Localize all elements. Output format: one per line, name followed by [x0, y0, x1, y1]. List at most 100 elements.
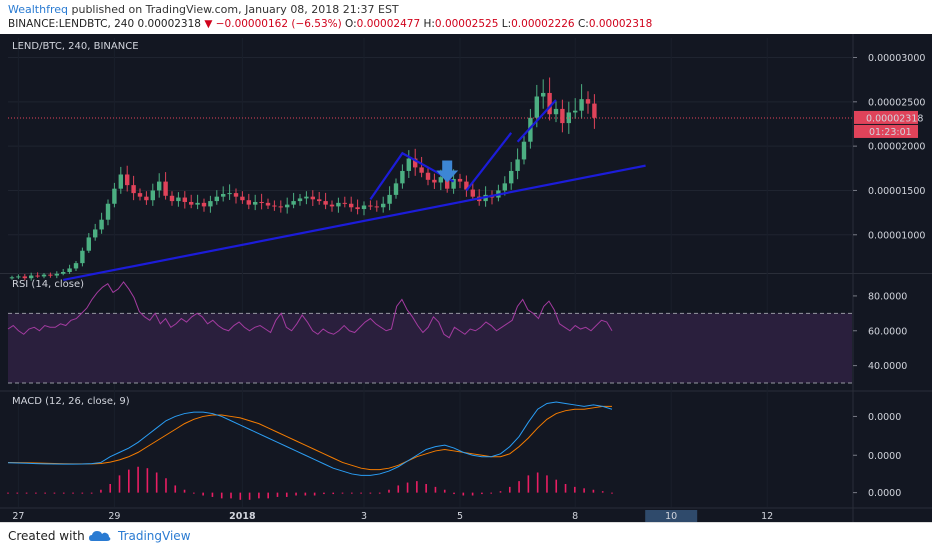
x-tick-label: 8	[572, 511, 578, 522]
macd-histogram-bar	[100, 489, 102, 493]
candle-body	[368, 205, 373, 207]
macd-histogram-bar	[378, 492, 381, 494]
candle-body	[400, 170, 405, 184]
candle-body	[534, 96, 539, 118]
candle-body	[214, 196, 219, 202]
candle-body	[413, 158, 418, 168]
x-tick-label: 10	[665, 511, 677, 522]
candle-body	[80, 250, 85, 264]
last-price-badge	[854, 110, 918, 124]
candle-body	[182, 197, 187, 202]
candle-body	[86, 237, 91, 251]
candle-body	[29, 275, 34, 279]
macd-histogram-bar	[574, 486, 576, 493]
macd-histogram-bar	[434, 486, 437, 493]
candle-body	[137, 193, 143, 197]
rsi-pane-title: RSI (14, close)	[12, 279, 84, 290]
candle-body	[566, 112, 571, 124]
macd-histogram-bar	[518, 481, 520, 493]
candle-body	[93, 229, 98, 238]
candle-body	[509, 170, 514, 184]
candle-body	[272, 205, 277, 207]
macd-histogram-bar	[536, 472, 539, 493]
chart-area[interactable]: 0.00003000 0.00002500 0.00002000 0.00001500…	[0, 34, 932, 522]
candle-body	[406, 158, 411, 171]
macd-histogram-bar	[388, 489, 390, 493]
candle-body	[291, 201, 296, 205]
candle-body	[227, 193, 232, 195]
macd-histogram-bar	[35, 492, 37, 494]
candle-body	[317, 199, 322, 202]
candle-body	[560, 108, 565, 124]
macd-tick-label: 0.0000	[868, 488, 901, 499]
trendline	[62, 164, 646, 282]
macd-histogram-bar	[174, 485, 177, 493]
candle-body	[573, 110, 578, 113]
candle-body	[445, 177, 450, 189]
macd-pane-title: MACD (12, 26, close, 9)	[12, 396, 130, 407]
candle-body	[297, 198, 303, 202]
candle-body	[278, 206, 283, 208]
macd-histogram-bar	[351, 492, 353, 494]
candle-body	[144, 196, 149, 201]
candle-body	[374, 206, 379, 208]
macd-histogram-bar	[360, 492, 362, 494]
published-text: published on TradingView.com, January 08…	[71, 3, 399, 16]
candle-body	[432, 179, 437, 183]
price-change: −0.00000162 (−6.53%)	[215, 18, 342, 30]
candle-body	[515, 159, 520, 171]
macd-histogram-bar	[25, 492, 28, 494]
cloud-logo-icon	[89, 531, 111, 541]
candle-body	[208, 201, 213, 207]
macd-histogram-bar	[341, 492, 344, 494]
rsi-tick-label: 80.0000	[868, 291, 907, 302]
macd-histogram-bar	[165, 478, 167, 493]
candle-body	[579, 99, 584, 111]
chart-canvas[interactable]: 0.00003000 0.00002500 0.00002000 0.00001500…	[0, 34, 932, 522]
candle-body	[118, 174, 123, 189]
author-link[interactable]: Wealthfreq	[8, 3, 68, 16]
macd-histogram-bar	[44, 492, 46, 494]
candle-body	[105, 203, 111, 220]
candle-body	[41, 274, 47, 277]
macd-histogram-bar	[332, 492, 335, 495]
macd-histogram-bar	[109, 484, 112, 493]
macd-histogram-bar	[527, 475, 530, 493]
macd-histogram-bar	[16, 492, 19, 494]
macd-histogram-bar	[406, 482, 409, 493]
x-tick-label: 12	[761, 511, 773, 522]
footer: Created with TradingView	[0, 522, 932, 551]
tradingview-brand-link[interactable]: TradingView	[118, 529, 191, 543]
candle-body	[528, 117, 533, 142]
candle-body	[201, 202, 207, 207]
candle-body	[310, 196, 315, 200]
macd-tick-label: 0.0000	[868, 412, 901, 423]
x-tick-label: 27	[12, 511, 24, 522]
last-price-badge-label: 0.00002318	[866, 113, 923, 124]
candle-body	[521, 141, 527, 160]
candle-body	[73, 263, 79, 269]
macd-histogram-bar	[230, 492, 232, 499]
macd-histogram-bar	[137, 466, 139, 493]
macd-histogram-bar	[90, 492, 93, 494]
candle-body	[393, 183, 399, 195]
candle-body	[464, 181, 469, 190]
macd-histogram-bar	[592, 489, 595, 493]
candle-body	[169, 195, 175, 202]
macd-histogram-bar	[239, 492, 242, 500]
macd-histogram-bar	[276, 492, 279, 497]
price-tick-label: 0.00001500	[868, 186, 925, 197]
macd-signal-line	[7, 405, 612, 471]
rsi-tick-label: 60.0000	[868, 326, 907, 337]
candle-body	[336, 202, 341, 207]
candle-body	[425, 172, 431, 180]
candle-body	[355, 207, 360, 210]
macd-histogram-bar	[62, 492, 65, 494]
macd-histogram-bar	[304, 492, 307, 496]
down-arrow-icon	[436, 160, 459, 183]
candle-body	[438, 177, 443, 183]
macd-histogram-bar	[155, 472, 158, 493]
candle-body	[54, 273, 59, 276]
ohlc-line: BINANCE:LENDBTC, 240 0.00002318 ▼ −0.000…	[8, 18, 652, 30]
trendline	[465, 132, 513, 192]
